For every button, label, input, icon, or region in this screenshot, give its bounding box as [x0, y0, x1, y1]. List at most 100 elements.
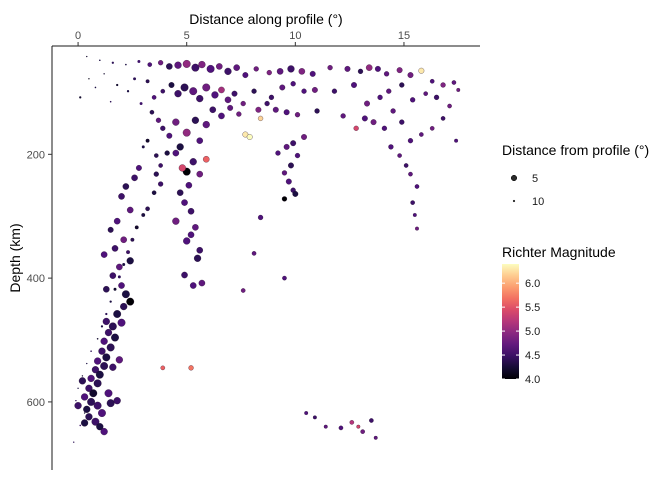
data-point: [202, 83, 211, 92]
data-point: [275, 150, 281, 156]
data-point: [202, 155, 210, 163]
data-point: [85, 413, 93, 421]
data-point: [323, 424, 328, 429]
data-point: [409, 97, 416, 103]
data-point: [281, 196, 288, 202]
data-point: [113, 217, 121, 225]
data-point: [279, 84, 286, 91]
data-point: [100, 427, 108, 436]
data-point: [180, 83, 189, 92]
data-point: [215, 63, 223, 70]
data-point: [399, 119, 405, 125]
size-legend-label: 10: [532, 196, 544, 208]
data-point: [189, 282, 197, 289]
data-point: [160, 88, 166, 94]
data-point: [157, 181, 164, 187]
data-point: [141, 212, 146, 218]
data-point: [251, 250, 257, 256]
data-point: [178, 164, 187, 172]
data-point: [145, 138, 150, 143]
data-point: [290, 81, 296, 87]
data-point: [151, 95, 157, 100]
colorbar-tick-label: 5.0: [525, 326, 540, 338]
data-point: [113, 396, 121, 405]
data-point: [340, 113, 346, 119]
data-point: [383, 71, 390, 77]
data-point: [113, 287, 117, 291]
data-point: [283, 143, 290, 150]
data-point: [176, 189, 184, 197]
data-point: [290, 140, 297, 147]
size-legend-key: [510, 174, 518, 182]
data-point: [133, 77, 137, 81]
data-point: [79, 424, 82, 427]
data-point: [164, 150, 170, 156]
data-point: [115, 263, 123, 271]
data-point: [117, 318, 126, 327]
data-point: [246, 133, 253, 141]
data-point: [287, 65, 295, 73]
data-point: [377, 94, 383, 101]
data-point: [403, 163, 409, 168]
colorbar-tick-label: 6.0: [525, 278, 540, 290]
data-point: [429, 78, 435, 84]
data-point: [338, 425, 344, 431]
data-point: [172, 118, 180, 126]
data-point: [105, 312, 108, 316]
data-point: [134, 225, 139, 230]
data-point: [364, 100, 371, 107]
data-point: [172, 217, 180, 225]
data-point: [77, 387, 79, 389]
data-point: [414, 226, 420, 231]
data-point: [100, 251, 108, 258]
data-point: [120, 302, 128, 311]
data-point: [104, 389, 113, 398]
y-tick-label: 600: [27, 397, 45, 409]
data-point: [115, 356, 124, 364]
data-point: [192, 224, 199, 231]
data-point: [80, 393, 89, 401]
data-point: [202, 120, 210, 129]
data-point: [300, 133, 308, 141]
data-point: [174, 61, 182, 69]
data-point: [93, 379, 102, 388]
data-point: [196, 170, 204, 178]
data-point: [100, 337, 108, 345]
x-tick-label: 10: [289, 30, 301, 42]
data-point: [89, 389, 98, 398]
size-legend-key: [512, 199, 516, 203]
data-point: [360, 429, 366, 434]
data-point: [396, 67, 403, 74]
data-point: [181, 199, 188, 206]
data-point: [189, 87, 198, 96]
data-point: [109, 363, 117, 371]
data-point: [182, 128, 191, 137]
data-point: [374, 65, 381, 72]
x-tick-label: 15: [398, 30, 410, 42]
data-point: [81, 375, 84, 377]
data-point: [268, 94, 275, 101]
data-point: [111, 245, 119, 252]
data-point: [126, 206, 134, 214]
data-point: [414, 184, 420, 189]
data-point: [165, 63, 173, 70]
data-point: [361, 115, 368, 122]
data-point: [198, 60, 206, 69]
data-point: [73, 441, 75, 443]
data-point: [122, 183, 130, 190]
colorbar-tick-label: 4.5: [525, 350, 540, 362]
data-point: [206, 64, 215, 73]
data-point: [106, 399, 115, 408]
color-legend-title: Richter Magnitude: [502, 244, 616, 260]
plot-area: [73, 55, 461, 443]
data-point: [418, 67, 425, 74]
data-point: [287, 162, 295, 169]
data-point: [454, 138, 459, 143]
data-point: [292, 190, 299, 197]
data-point: [100, 325, 104, 328]
data-point: [96, 422, 104, 431]
data-point: [365, 64, 373, 72]
data-point: [356, 424, 361, 429]
data-point: [209, 106, 217, 114]
data-point: [109, 300, 112, 303]
